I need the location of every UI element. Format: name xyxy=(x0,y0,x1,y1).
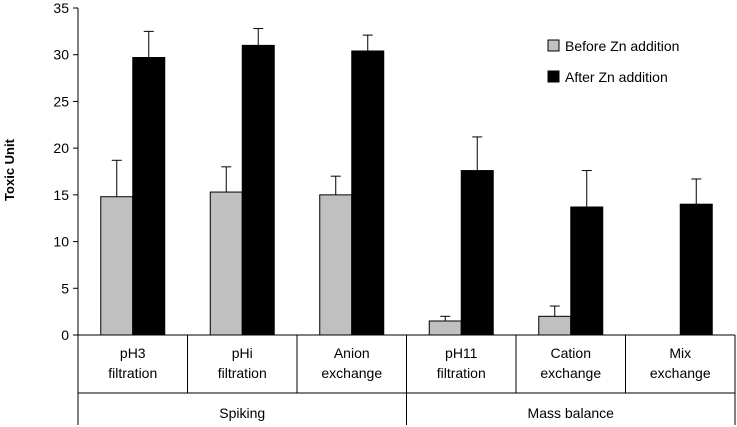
category-label: exchange xyxy=(540,365,601,381)
bar xyxy=(428,320,462,336)
bar xyxy=(351,50,385,336)
legend-swatch xyxy=(547,70,560,83)
group-label: Spiking xyxy=(219,405,265,421)
category-label: pHi xyxy=(232,345,253,361)
bar xyxy=(460,170,494,336)
y-tick-label: 15 xyxy=(53,187,69,203)
bar xyxy=(132,57,166,336)
category-label: Mix xyxy=(669,345,691,361)
x-axis: pH3 filtration pHi filtration Anion exchange p… xyxy=(77,334,736,425)
y-tick-label: 0 xyxy=(61,327,69,343)
category-label: filtration xyxy=(108,365,157,381)
bar xyxy=(241,44,275,336)
y-tick-label: 10 xyxy=(53,234,69,250)
y-tick-label: 5 xyxy=(61,280,69,296)
category-label: exchange xyxy=(650,365,711,381)
category-label: filtration xyxy=(218,365,267,381)
category-label: pH11 xyxy=(445,345,478,361)
legend: Before Zn addition After Zn addition xyxy=(547,38,679,85)
y-tick-label: 20 xyxy=(53,140,69,156)
category-label: Cation xyxy=(551,345,591,361)
bar xyxy=(319,194,353,336)
legend-label: After Zn addition xyxy=(565,69,668,85)
category-label: filtration xyxy=(437,365,486,381)
category-label: pH3 xyxy=(120,345,146,361)
bar xyxy=(209,191,243,336)
legend-label: Before Zn addition xyxy=(565,38,679,54)
bar xyxy=(538,315,572,336)
category-label: exchange xyxy=(321,365,382,381)
bar xyxy=(679,203,713,336)
y-tick-label: 35 xyxy=(53,0,69,16)
group-label: Mass balance xyxy=(528,405,615,421)
y-tick-label: 30 xyxy=(53,47,69,63)
category-label: Anion xyxy=(334,345,370,361)
y-axis: 0 5 10 15 20 25 30 35 xyxy=(53,0,79,343)
bars xyxy=(100,28,713,336)
bar xyxy=(570,206,604,336)
legend-swatch xyxy=(547,39,560,52)
y-axis-label: Toxic Unit xyxy=(2,138,17,201)
y-tick-label: 25 xyxy=(53,93,69,109)
bar xyxy=(100,196,134,336)
